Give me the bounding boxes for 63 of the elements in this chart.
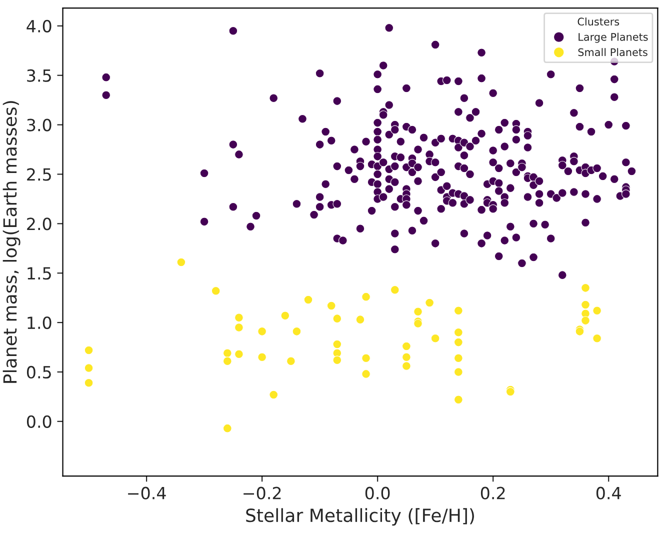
point [304, 295, 313, 304]
point [581, 316, 590, 325]
point [402, 352, 411, 362]
y-tick-label: 3.0 [27, 118, 52, 132]
point [362, 354, 370, 363]
point [269, 390, 278, 400]
point [454, 338, 463, 347]
legend-label: Small Planets [578, 48, 648, 56]
point [258, 352, 267, 362]
point [234, 313, 244, 322]
point [234, 323, 244, 332]
x-tick-label: 0.4 [596, 486, 621, 500]
y-tick-label: 2.0 [27, 218, 52, 230]
point [581, 283, 590, 292]
x-tick-label: −0.4 [128, 486, 166, 500]
x-tick-label: 0.2 [480, 486, 505, 500]
point [402, 342, 411, 351]
point [84, 378, 94, 388]
legend-label: Large Planets [578, 32, 648, 43]
point [390, 285, 400, 294]
point [332, 356, 342, 365]
point [326, 301, 336, 310]
point [402, 362, 411, 370]
y-tick-label: 3.5 [27, 69, 51, 82]
point [362, 292, 370, 302]
point [592, 306, 602, 316]
point [258, 326, 267, 336]
point [332, 340, 342, 349]
point [84, 364, 94, 372]
point [581, 300, 590, 310]
point [454, 368, 463, 376]
point [332, 314, 342, 324]
x-axis-title: Stellar Metallicity ([Fe/H]) [246, 508, 474, 526]
y-axis-title: Planet mass, log(Earth masses) [2, 101, 20, 383]
point [211, 286, 220, 296]
point [414, 307, 422, 316]
point [362, 370, 370, 378]
point [454, 306, 463, 316]
x-tick-label: −0.2 [244, 486, 281, 500]
y-tick-label: 4.0 [26, 20, 52, 32]
point [280, 311, 290, 320]
y-tick-label: 0.0 [26, 415, 52, 428]
point [454, 354, 463, 363]
point [234, 350, 244, 359]
point [430, 334, 440, 343]
point [425, 298, 434, 308]
y-tick-label: 2.5 [27, 168, 51, 181]
point [454, 328, 463, 337]
y-tick-label: 1.0 [28, 316, 52, 330]
point [356, 315, 365, 324]
point [286, 356, 296, 366]
y-tick-label: 0.5 [26, 366, 51, 379]
point [592, 334, 602, 343]
legend-title: Clusters [578, 17, 620, 26]
y-tick-label: 1.5 [28, 267, 51, 280]
point [222, 348, 232, 358]
point [176, 258, 186, 267]
point [454, 395, 463, 404]
point [292, 326, 302, 336]
point [222, 424, 232, 433]
point [222, 356, 232, 366]
x-tick-label: 0.0 [365, 486, 390, 500]
point [84, 346, 94, 355]
